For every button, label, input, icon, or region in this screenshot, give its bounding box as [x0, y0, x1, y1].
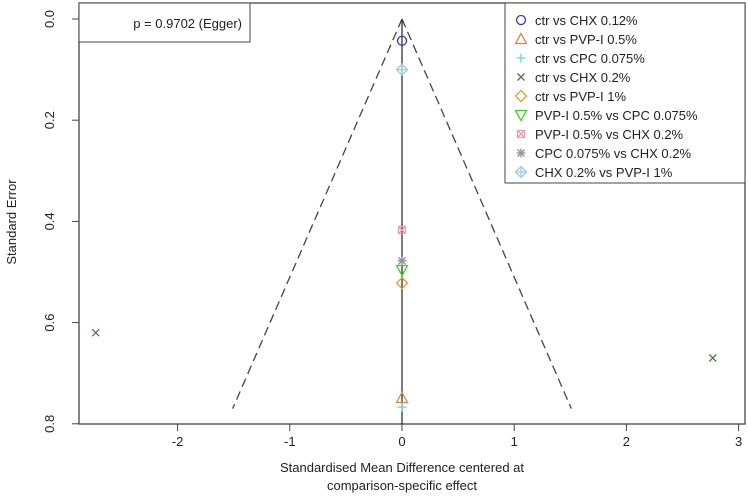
legend-label: ctr vs PVP-I 1%	[535, 89, 626, 104]
funnel-right-line	[401, 18, 572, 409]
legend-marker	[516, 148, 526, 158]
data-point	[397, 402, 407, 412]
data-point	[396, 35, 408, 46]
funnel-left-line	[232, 18, 403, 409]
data-point	[708, 354, 717, 362]
data-point	[395, 63, 409, 77]
legend-box	[504, 2, 746, 184]
legend-label: CHX 0.2% vs PVP-I 1%	[535, 165, 673, 180]
plot-frame	[78, 2, 746, 425]
legend-label: PVP-I 0.5% vs CHX 0.2%	[535, 127, 684, 142]
legend-label: ctr vs PVP-I 0.5%	[535, 32, 637, 47]
y-axis-label: Standard Error	[4, 179, 19, 265]
legend-marker	[517, 73, 525, 81]
data-points	[91, 35, 717, 412]
data-point	[397, 256, 407, 266]
x-tick-label: 0	[398, 434, 405, 449]
axes: -2 -1 0 1 2 3 0.0 0.2 0.4 0.6 0.8	[42, 10, 742, 449]
y-tick-label: 0.0	[42, 10, 57, 28]
x-axis-label-line2: comparison-specific effect	[327, 478, 477, 493]
y-tick-label: 0.6	[42, 314, 57, 332]
legend-label: PVP-I 0.5% vs CPC 0.075%	[535, 108, 698, 123]
y-tick-label: 0.4	[42, 212, 57, 230]
legend-marker	[515, 14, 527, 26]
egger-annotation: p = 0.9702 (Egger)	[133, 16, 242, 31]
funnel-lines	[232, 18, 572, 424]
x-axis-label-line1: Standardised Mean Difference centered at	[280, 460, 524, 475]
legend-marker	[516, 129, 526, 139]
legend-label: ctr vs CHX 0.12%	[535, 13, 638, 28]
x-tick-label: -1	[284, 434, 296, 449]
data-point	[395, 391, 409, 404]
data-point	[395, 276, 409, 290]
legend-marker	[514, 109, 528, 122]
data-point	[397, 225, 407, 235]
legend-label: CPC 0.075% vs CHX 0.2%	[535, 146, 692, 161]
egger-annotation-box: p = 0.9702 (Egger)	[78, 2, 251, 43]
legend: ctr vs CHX 0.12% ctr vs PVP-I 0.5% ctr vs …	[504, 2, 746, 184]
x-tick-label: -2	[172, 434, 184, 449]
legend-label: ctr vs CHX 0.2%	[535, 70, 631, 85]
plot-border	[78, 2, 746, 425]
legend-marker	[516, 53, 526, 63]
y-tick-label: 0.2	[42, 111, 57, 129]
x-tick-label: 1	[511, 434, 518, 449]
data-point	[395, 264, 409, 277]
legend-marker	[514, 165, 528, 179]
legend-marker	[514, 32, 528, 45]
x-tick-label: 3	[735, 434, 742, 449]
data-point	[91, 328, 100, 337]
y-tick-label: 0.8	[42, 415, 57, 433]
x-tick-label: 2	[623, 434, 630, 449]
legend-marker	[514, 89, 528, 103]
legend-label: ctr vs CPC 0.075%	[535, 51, 645, 66]
